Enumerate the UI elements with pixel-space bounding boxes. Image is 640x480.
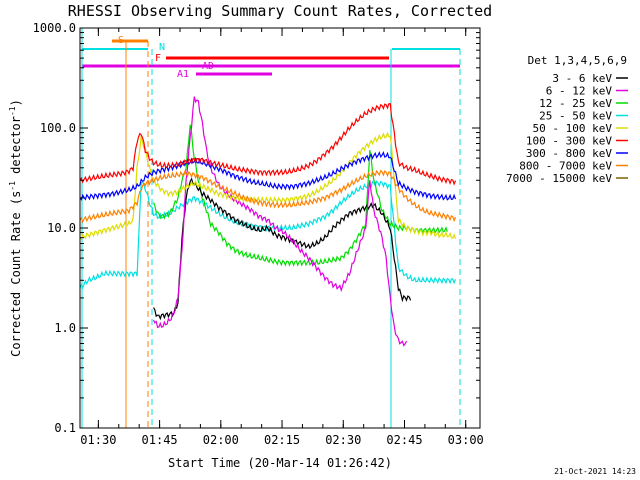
x-tick-label: 02:45 xyxy=(386,433,422,447)
y-axis-label: Corrected Count Rate (s-1 detector-1) xyxy=(8,99,23,357)
annotation-flare: F xyxy=(155,53,161,64)
y-tick-label: 1.0 xyxy=(54,321,76,335)
legend-label: 12 - 25 keV xyxy=(539,97,612,110)
x-tick-label: 02:00 xyxy=(203,433,239,447)
legend-label: 100 - 300 keV xyxy=(526,135,612,148)
series-layer xyxy=(79,96,457,347)
y-tick-label: 0.1 xyxy=(54,421,76,435)
state-bars: S N F AD A1 xyxy=(82,35,460,80)
annotation-a1: A1 xyxy=(177,69,189,80)
legend-label: 7000 - 15000 keV xyxy=(506,172,612,185)
legend-label: 800 - 7000 keV xyxy=(519,160,612,173)
annotation-night: N xyxy=(159,42,165,53)
series-line-6to12keV xyxy=(152,96,408,347)
x-tick-label: 01:45 xyxy=(142,433,178,447)
annotation-saa: S xyxy=(118,35,124,46)
series-line-800to7000keV xyxy=(79,169,457,224)
x-tick-label: 01:30 xyxy=(80,433,116,447)
legend-label: 50 - 100 keV xyxy=(533,122,613,135)
x-tick-label: 03:00 xyxy=(448,433,484,447)
annotation-ad: AD xyxy=(202,61,214,72)
chart-title: RHESSI Observing Summary Count Rates, Co… xyxy=(68,2,492,20)
legend-label: 300 - 800 keV xyxy=(526,147,612,160)
x-axis: 01:30 01:45 02:00 02:15 02:30 02:45 03:00 xyxy=(80,28,484,447)
y-axis: 1000.0 100.0 10.0 1.0 0.1 xyxy=(33,21,480,435)
y-tick-label: 1000.0 xyxy=(33,21,76,35)
y-tick-label: 10.0 xyxy=(47,221,76,235)
x-tick-label: 02:30 xyxy=(325,433,361,447)
legend-label: 25 - 50 keV xyxy=(539,110,612,123)
legend-title: Det 1,3,4,5,6,9 xyxy=(528,54,627,67)
timestamp: 21-Oct-2021 14:23 xyxy=(554,467,636,476)
legend-label: 3 - 6 keV xyxy=(552,72,612,85)
x-tick-label: 02:15 xyxy=(264,433,300,447)
x-axis-label: Start Time (20-Mar-14 01:26:42) xyxy=(168,456,392,470)
series-line-12to25keV xyxy=(152,124,448,267)
series-line-100to300keV xyxy=(79,103,457,186)
legend-label: 6 - 12 keV xyxy=(546,85,613,98)
y-tick-label: 100.0 xyxy=(40,121,76,135)
series-line-300to800keV xyxy=(79,151,457,201)
